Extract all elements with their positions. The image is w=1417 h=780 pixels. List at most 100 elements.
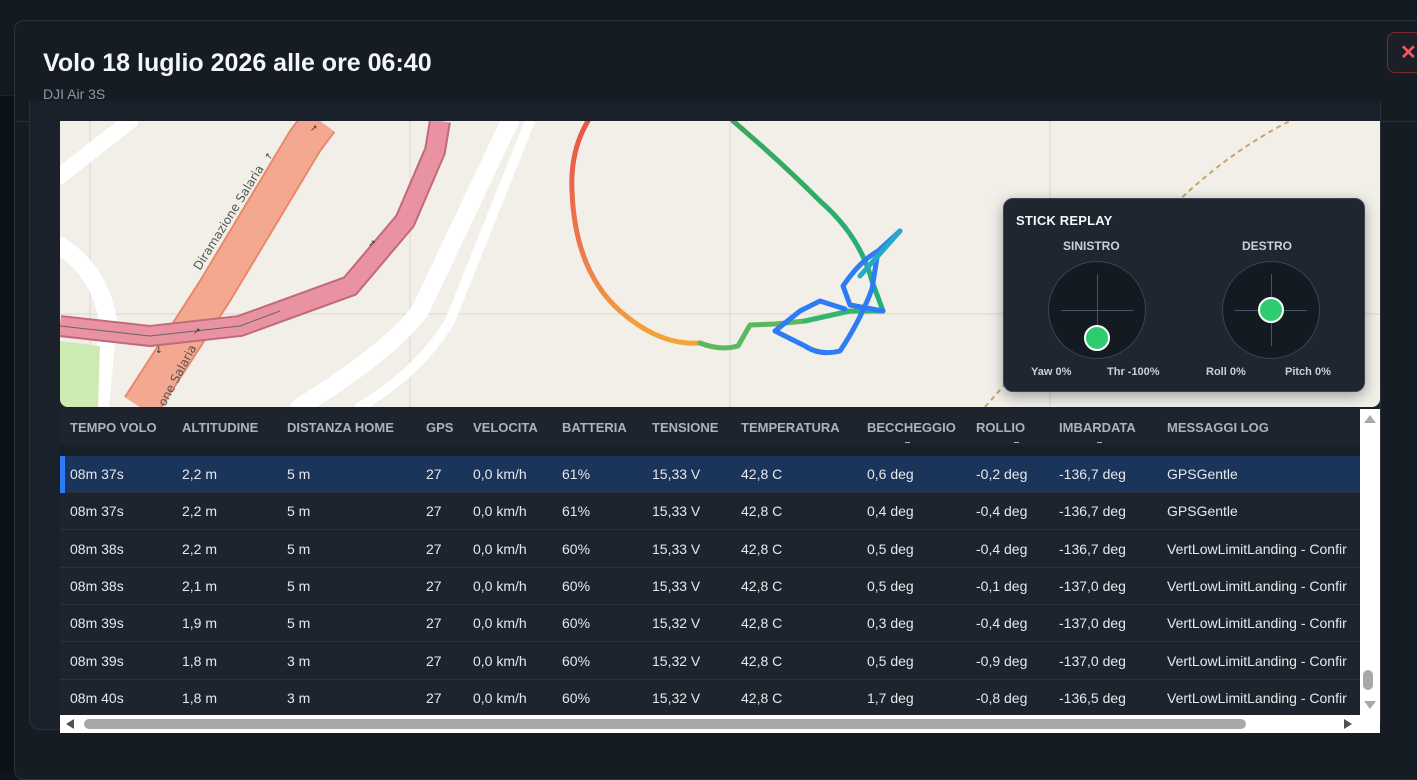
table-cell: VertLowLimitLanding - Confir <box>1167 578 1360 594</box>
table-cell: 42,8 C <box>741 690 782 706</box>
right-stick-position <box>1258 297 1284 323</box>
vertical-scrollbar[interactable] <box>1360 409 1380 715</box>
table-cell: 42,8 C <box>741 541 782 557</box>
column-header[interactable]: GPS <box>426 420 453 435</box>
selected-row-marker <box>60 456 65 493</box>
table-cell: 60% <box>562 615 590 631</box>
table-cell: 08m 38s <box>70 578 124 594</box>
table-cell: -137,0 deg <box>1059 578 1126 594</box>
table-cell: 08m 40s <box>70 690 124 706</box>
sort-indicator <box>1097 442 1102 443</box>
table-cell: 1,8 m <box>182 690 217 706</box>
table-cell: 5 m <box>287 503 310 519</box>
svg-text:↗: ↗ <box>368 239 376 249</box>
table-cell: 1,9 m <box>182 615 217 631</box>
table-cell: 15,32 V <box>652 653 700 669</box>
close-button[interactable]: ✕ <box>1387 32 1417 73</box>
table-cell: 60% <box>562 578 590 594</box>
table-cell: 15,33 V <box>652 541 700 557</box>
telemetry-table[interactable]: TEMPO VOLO ALTITUDINE DISTANZA HOME GPS VELO… <box>60 409 1380 733</box>
table-cell: -136,7 deg <box>1059 466 1126 482</box>
svg-text:↖: ↖ <box>265 152 273 162</box>
scroll-left-icon[interactable] <box>66 719 74 729</box>
table-cell: 0,3 deg <box>867 615 914 631</box>
horizontal-scrollbar[interactable] <box>60 715 1360 733</box>
table-cell: 0,5 deg <box>867 541 914 557</box>
table-cell: 0,0 km/h <box>473 690 527 706</box>
scroll-up-icon[interactable] <box>1364 415 1376 423</box>
table-cell: 0,0 km/h <box>473 578 527 594</box>
table-cell: 0,5 deg <box>867 653 914 669</box>
table-cell: 5 m <box>287 466 310 482</box>
table-cell: 27 <box>426 615 442 631</box>
column-header[interactable]: MESSAGGI LOG <box>1167 420 1269 435</box>
column-header[interactable]: BECCHEGGIO <box>867 420 956 435</box>
column-header[interactable]: TEMPO VOLO <box>70 420 157 435</box>
table-cell: 61% <box>562 503 590 519</box>
vertical-scroll-thumb[interactable] <box>1363 670 1373 690</box>
table-cell: 2,1 m <box>182 578 217 594</box>
table-cell: 61% <box>562 466 590 482</box>
table-cell: -136,7 deg <box>1059 503 1126 519</box>
table-cell: -0,4 deg <box>976 615 1027 631</box>
left-stick-label: SINISTRO <box>1063 239 1120 253</box>
table-cell: VertLowLimitLanding - Confir <box>1167 615 1360 631</box>
right-stick <box>1222 261 1320 359</box>
table-cell: 08m 38s <box>70 541 124 557</box>
column-header[interactable]: TEMPERATURA <box>741 420 840 435</box>
stick-replay-panel: STICK REPLAY SINISTRO DESTRO Yaw 0% Thr … <box>1003 198 1365 392</box>
roll-value: Roll 0% <box>1206 366 1246 378</box>
scroll-right-icon[interactable] <box>1344 719 1352 729</box>
column-header[interactable]: BATTERIA <box>562 420 627 435</box>
table-header: TEMPO VOLO ALTITUDINE DISTANZA HOME GPS VELO… <box>60 409 1360 445</box>
table-cell: 27 <box>426 541 442 557</box>
yaw-value: Yaw 0% <box>1031 366 1071 378</box>
column-header[interactable]: DISTANZA HOME <box>287 420 394 435</box>
table-cell: 15,32 V <box>652 690 700 706</box>
table-cell: GPSGentle <box>1167 466 1360 482</box>
table-cell: -0,9 deg <box>976 653 1027 669</box>
svg-text:↗: ↗ <box>193 327 201 337</box>
table-cell: -137,0 deg <box>1059 653 1126 669</box>
column-header[interactable]: IMBARDATA <box>1059 420 1136 435</box>
table-cell: 08m 37s <box>70 503 124 519</box>
table-cell: 0,5 deg <box>867 578 914 594</box>
column-header[interactable]: ALTITUDINE <box>182 420 258 435</box>
close-icon: ✕ <box>1400 40 1417 65</box>
table-cell: 1,8 m <box>182 653 217 669</box>
table-cell: 27 <box>426 503 442 519</box>
table-cell: 42,8 C <box>741 466 782 482</box>
table-cell: -137,0 deg <box>1059 615 1126 631</box>
table-cell: 15,33 V <box>652 466 700 482</box>
horizontal-scroll-thumb[interactable] <box>84 719 1246 729</box>
svg-text:↗: ↗ <box>310 124 318 134</box>
table-cell: 5 m <box>287 541 310 557</box>
modal-title: Volo 18 luglio 2026 alle ore 06:40 <box>43 49 432 78</box>
table-cell: 27 <box>426 466 442 482</box>
table-cell: 0,0 km/h <box>473 466 527 482</box>
left-stick-position <box>1084 325 1110 351</box>
table-cell: -0,4 deg <box>976 541 1027 557</box>
table-cell: VertLowLimitLanding - Confir <box>1167 653 1360 669</box>
table-cell: 0,0 km/h <box>473 653 527 669</box>
table-cell: 60% <box>562 690 590 706</box>
column-header[interactable]: TENSIONE <box>652 420 718 435</box>
column-header[interactable]: VELOCITA <box>473 420 538 435</box>
table-cell: 3 m <box>287 690 310 706</box>
column-header[interactable]: ROLLIO <box>976 420 1025 435</box>
table-cell: 15,32 V <box>652 615 700 631</box>
table-cell: 0,6 deg <box>867 466 914 482</box>
table-cell: 08m 37s <box>70 466 124 482</box>
table-cell: -0,8 deg <box>976 690 1027 706</box>
scroll-down-icon[interactable] <box>1364 701 1376 709</box>
table-cell: VertLowLimitLanding - Confir <box>1167 541 1360 557</box>
pitch-value: Pitch 0% <box>1285 366 1331 378</box>
table-cell: 1,7 deg <box>867 690 914 706</box>
